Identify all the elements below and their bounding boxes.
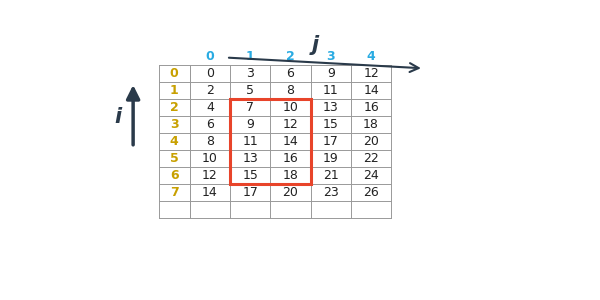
Text: 2: 2 — [286, 50, 295, 63]
Text: 11: 11 — [242, 135, 258, 148]
Text: 7: 7 — [246, 101, 254, 114]
Text: 4: 4 — [206, 101, 214, 114]
Text: 12: 12 — [283, 118, 298, 131]
Text: 0: 0 — [170, 67, 179, 80]
Text: 6: 6 — [206, 118, 214, 131]
Text: 4: 4 — [367, 50, 376, 63]
Text: 3: 3 — [246, 67, 254, 80]
Text: 6: 6 — [170, 169, 179, 182]
Text: 1: 1 — [246, 50, 254, 63]
Text: 14: 14 — [283, 135, 298, 148]
Text: 18: 18 — [283, 169, 298, 182]
Text: 15: 15 — [242, 169, 258, 182]
Text: 15: 15 — [323, 118, 338, 131]
Text: 11: 11 — [323, 84, 338, 97]
Text: 20: 20 — [363, 135, 379, 148]
Text: 0: 0 — [205, 50, 214, 63]
Text: 12: 12 — [363, 67, 379, 80]
Text: 3: 3 — [170, 118, 179, 131]
Text: 6: 6 — [287, 67, 295, 80]
Text: 12: 12 — [202, 169, 218, 182]
Text: j: j — [311, 35, 319, 55]
Text: 14: 14 — [363, 84, 379, 97]
Bar — [158, 65, 391, 218]
Text: 21: 21 — [323, 169, 338, 182]
Text: 17: 17 — [242, 186, 258, 199]
Bar — [230, 99, 311, 184]
Text: 9: 9 — [327, 67, 335, 80]
Text: 17: 17 — [323, 135, 338, 148]
Text: 9: 9 — [246, 118, 254, 131]
Text: 7: 7 — [170, 186, 179, 199]
Text: 24: 24 — [363, 169, 379, 182]
Text: 13: 13 — [242, 152, 258, 165]
Text: 26: 26 — [363, 186, 379, 199]
Text: 2: 2 — [206, 84, 214, 97]
Text: 2: 2 — [170, 101, 179, 114]
Text: 10: 10 — [202, 152, 218, 165]
Text: 19: 19 — [323, 152, 338, 165]
Text: 3: 3 — [326, 50, 335, 63]
Text: 23: 23 — [323, 186, 338, 199]
Text: 5: 5 — [170, 152, 179, 165]
Text: 22: 22 — [363, 152, 379, 165]
Text: 1: 1 — [170, 84, 179, 97]
Text: 8: 8 — [286, 84, 295, 97]
Text: 10: 10 — [283, 101, 298, 114]
Text: 8: 8 — [206, 135, 214, 148]
Text: i: i — [114, 107, 121, 127]
Text: 18: 18 — [363, 118, 379, 131]
Text: 0: 0 — [206, 67, 214, 80]
Text: 16: 16 — [283, 152, 298, 165]
Text: 20: 20 — [283, 186, 298, 199]
Text: 16: 16 — [363, 101, 379, 114]
Text: 14: 14 — [202, 186, 218, 199]
Text: 4: 4 — [170, 135, 179, 148]
Text: 13: 13 — [323, 101, 338, 114]
Text: 5: 5 — [246, 84, 254, 97]
